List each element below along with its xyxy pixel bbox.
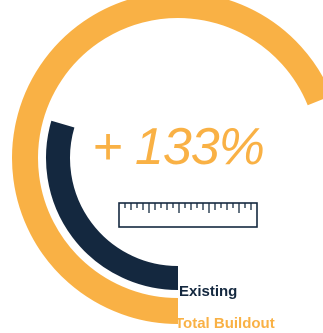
chart-arcs xyxy=(12,0,323,324)
ruler-icon xyxy=(118,202,258,228)
existing-label: Existing xyxy=(179,283,237,300)
existing-arc xyxy=(46,120,179,290)
total-buildout-label: Total Buildout xyxy=(175,315,275,332)
total-buildout-arc xyxy=(12,0,323,324)
ruler-body xyxy=(118,202,258,228)
growth-headline: + 133% xyxy=(92,118,264,176)
